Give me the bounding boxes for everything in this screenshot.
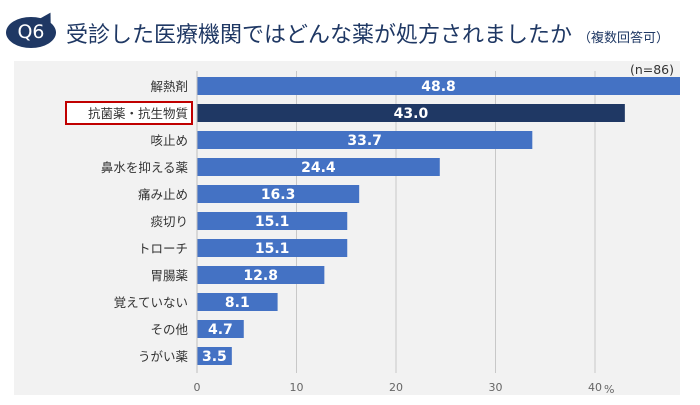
bar <box>197 185 360 203</box>
x-tick-label: 20 <box>389 381 403 394</box>
x-tick-label: 40 <box>588 381 602 394</box>
category-label: その他 <box>150 322 188 337</box>
category-label: うがい薬 <box>138 349 189 364</box>
data-label: 33.7 <box>347 133 382 149</box>
data-label: 8.1 <box>225 295 250 311</box>
category-highlight-box <box>65 101 193 125</box>
data-label: 16.3 <box>261 187 296 203</box>
bar <box>197 293 278 311</box>
data-label: 15.1 <box>255 214 290 230</box>
bar <box>197 158 440 176</box>
x-tick-label: 10 <box>290 381 304 394</box>
category-label: トローチ <box>138 241 188 256</box>
data-label: 4.7 <box>208 322 233 338</box>
bar <box>197 131 533 149</box>
bar <box>197 347 232 365</box>
category-label: 咳止め <box>150 133 188 148</box>
bar <box>197 266 325 284</box>
x-tick-label: 30 <box>489 381 503 394</box>
bar-chart: 0 10 20 30 40 % (n=86) 48.8 解熱剤 43.0 抗菌薬・抗生物質 33.7 咳… <box>65 62 680 395</box>
subtitle: （複数回答可） <box>578 31 670 46</box>
data-label: 24.4 <box>301 160 336 176</box>
category-label: 胃腸薬 <box>150 268 188 283</box>
category-label: 痰切り <box>150 214 188 229</box>
bar <box>197 320 244 338</box>
category-label: 覚えていない <box>114 295 188 310</box>
title-text: 受診した医療機関ではどんな薬が処方されましたか <box>66 23 573 48</box>
category-label: 解熱剤 <box>150 79 188 94</box>
bar <box>197 104 625 122</box>
category-label: 痛み止め <box>138 187 188 202</box>
data-label: 48.8 <box>421 79 456 95</box>
question-badge: Q6 <box>6 17 56 48</box>
unit-label: % <box>604 383 614 395</box>
bar <box>197 239 348 257</box>
sample-size-note: (n=86) <box>630 62 674 77</box>
chart-panel: 0 10 20 30 40% (n=86) 48.8 解熱剤 43.0 抗菌薬・抗生物質 33.7 咳… <box>14 61 680 395</box>
data-label: 3.5 <box>202 349 227 365</box>
category-label: 鼻水を抑える薬 <box>101 160 189 175</box>
page-title: 受診した医療機関ではどんな薬が処方されましたか （複数回答可） <box>66 17 669 49</box>
bar <box>197 77 680 95</box>
data-label: 12.8 <box>243 268 278 284</box>
bar <box>197 212 348 230</box>
x-tick-label: 0 <box>194 381 201 394</box>
data-label: 15.1 <box>255 241 290 257</box>
data-label: 43.0 <box>394 106 429 122</box>
category-label: 抗菌薬・抗生物質 <box>88 106 188 121</box>
